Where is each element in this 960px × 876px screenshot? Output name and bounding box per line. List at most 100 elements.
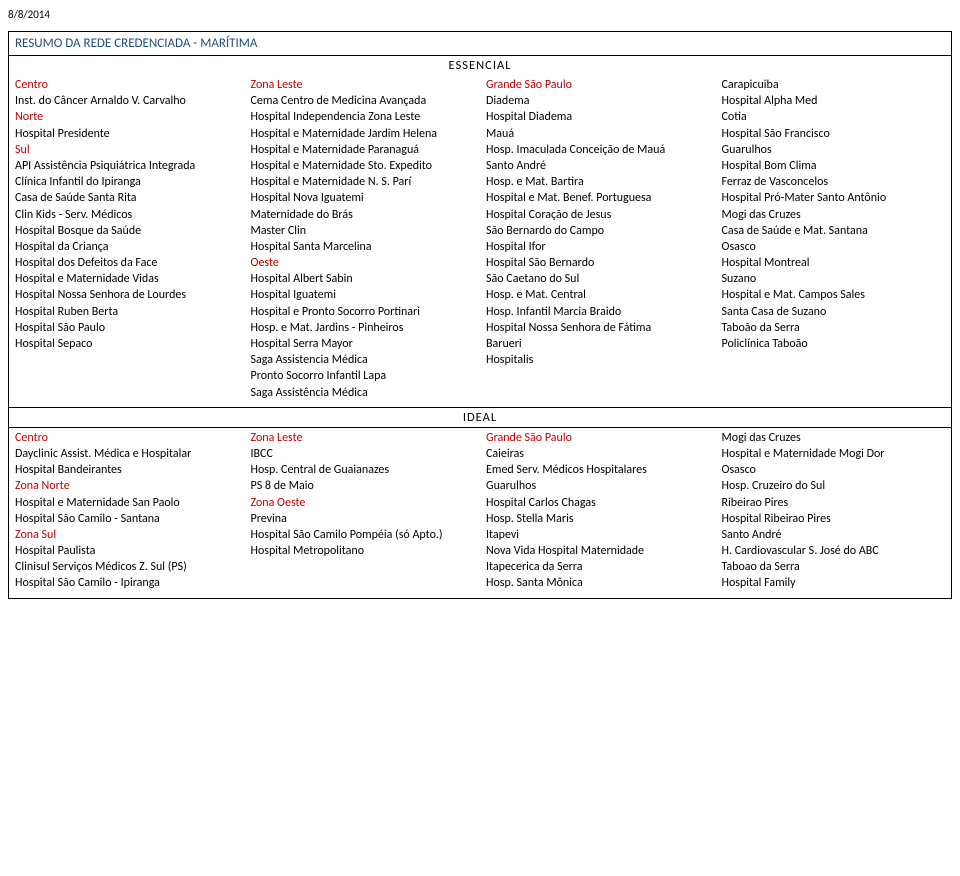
list-item: São Caetano do Sul bbox=[486, 271, 710, 287]
list-item: Hospital Sepaco bbox=[15, 336, 239, 352]
section-ideal-label: IDEAL bbox=[9, 407, 951, 428]
document-date: 8/8/2014 bbox=[8, 8, 952, 21]
list-item: Hospital Ribeirao Pires bbox=[722, 511, 946, 527]
list-item: Hosp. Santa Mônica bbox=[486, 575, 710, 591]
list-item: Hospital Carlos Chagas bbox=[486, 495, 710, 511]
list-item: Hospital Diadema bbox=[486, 109, 710, 125]
list-item: Previna bbox=[251, 511, 475, 527]
main-container: RESUMO DA REDE CREDENCIADA - MARÍTIMA ES… bbox=[8, 31, 952, 599]
column: CentroDayclinic Assist. Médica e Hospita… bbox=[9, 428, 245, 598]
list-item: Hospital Nossa Senhora de Fátima bbox=[486, 320, 710, 336]
list-item: Clin Kids - Serv. Médicos bbox=[15, 207, 239, 223]
list-item: Hospital Nossa Senhora de Lourdes bbox=[15, 287, 239, 303]
list-item: Hospital dos Defeitos da Face bbox=[15, 255, 239, 271]
list-item: Casa de Saúde Santa Rita bbox=[15, 190, 239, 206]
list-item: Cema Centro de Medicina Avançada bbox=[251, 93, 475, 109]
list-item: Hosp. Imaculada Conceição de Mauá bbox=[486, 142, 710, 158]
list-item: Hospitalis bbox=[486, 352, 710, 368]
list-item: Hospital Presidente bbox=[15, 126, 239, 142]
list-item: Hospital Bosque da Saúde bbox=[15, 223, 239, 239]
list-item: Diadema bbox=[486, 93, 710, 109]
list-item: Cotia bbox=[722, 109, 946, 125]
list-item: Hospital Montreal bbox=[722, 255, 946, 271]
list-item: Hospital e Maternidade N. S. Parí bbox=[251, 174, 475, 190]
list-item: Santo André bbox=[486, 158, 710, 174]
list-item: Saga Assistência Médica bbox=[251, 385, 475, 401]
list-item: Policlínica Taboão bbox=[722, 336, 946, 352]
list-item: Clínica Infantil do Ipiranga bbox=[15, 174, 239, 190]
list-item: Zona Oeste bbox=[251, 495, 475, 511]
list-item: Hospital e Mat. Campos Sales bbox=[722, 287, 946, 303]
list-item: PS 8 de Maio bbox=[251, 478, 475, 494]
list-item: Guarulhos bbox=[486, 478, 710, 494]
column: Mogi das CruzesHospital e Maternidade Mo… bbox=[716, 428, 952, 598]
list-item: Zona Leste bbox=[251, 430, 475, 446]
list-item: São Bernardo do Campo bbox=[486, 223, 710, 239]
column: CarapicuibaHospital Alpha MedCotia Hospit… bbox=[716, 75, 952, 407]
list-item: Nova Vida Hospital Maternidade bbox=[486, 543, 710, 559]
list-item: Pronto Socorro Infantil Lapa bbox=[251, 368, 475, 384]
list-item: Hospital e Maternidade Vidas bbox=[15, 271, 239, 287]
list-item: Hospital Iguatemi bbox=[251, 287, 475, 303]
ideal-columns: CentroDayclinic Assist. Médica e Hospita… bbox=[9, 428, 951, 598]
list-item: Casa de Saúde e Mat. Santana bbox=[722, 223, 946, 239]
list-item: Hospital e Pronto Socorro Portinari bbox=[251, 304, 475, 320]
list-item: Saga Assistencia Médica bbox=[251, 352, 475, 368]
list-item: Hospital Albert Sabin bbox=[251, 271, 475, 287]
list-item: Hospital Independencia Zona Leste bbox=[251, 109, 475, 125]
column: CentroInst. do Câncer Arnaldo V. Carvalh… bbox=[9, 75, 245, 407]
list-item: Hospital São Paulo bbox=[15, 320, 239, 336]
document-title: RESUMO DA REDE CREDENCIADA - MARÍTIMA bbox=[9, 32, 951, 56]
list-item: Zona Leste bbox=[251, 77, 475, 93]
list-item: Hosp. Infantil Marcia Braido bbox=[486, 304, 710, 320]
list-item: Hospital Santa Marcelina bbox=[251, 239, 475, 255]
list-item: Mogi das Cruzes bbox=[722, 430, 946, 446]
list-item: Hospital Bom Clima bbox=[722, 158, 946, 174]
list-item: Hospital Coração de Jesus bbox=[486, 207, 710, 223]
list-item: Hospital Nova Iguatemi bbox=[251, 190, 475, 206]
list-item: Grande São Paulo bbox=[486, 430, 710, 446]
list-item: API Assistência Psiquiátrica Integrada bbox=[15, 158, 239, 174]
list-item: Hosp. e Mat. Bartira bbox=[486, 174, 710, 190]
list-item: Mogi das Cruzes bbox=[722, 207, 946, 223]
list-item: Centro bbox=[15, 430, 239, 446]
list-item: Inst. do Câncer Arnaldo V. Carvalho bbox=[15, 93, 239, 109]
list-item: Hosp. Stella Maris bbox=[486, 511, 710, 527]
list-item: Zona Sul bbox=[15, 527, 239, 543]
list-item: Hospital da Criança bbox=[15, 239, 239, 255]
list-item: Suzano bbox=[722, 271, 946, 287]
list-item: Ribeirao Pires bbox=[722, 495, 946, 511]
list-item: Grande São Paulo bbox=[486, 77, 710, 93]
list-item: Zona Norte bbox=[15, 478, 239, 494]
list-item: Taboão da Serra bbox=[722, 320, 946, 336]
column: Zona LesteCema Centro de Medicina Avança… bbox=[245, 75, 481, 407]
list-item: Hospital Ifor bbox=[486, 239, 710, 255]
list-item: Caieiras bbox=[486, 446, 710, 462]
list-item: Hospital e Maternidade Sto. Expedito bbox=[251, 158, 475, 174]
list-item: Emed Serv. Médicos Hospitalares bbox=[486, 462, 710, 478]
list-item: Ferraz de Vasconcelos bbox=[722, 174, 946, 190]
list-item: Hosp. e Mat. Central bbox=[486, 287, 710, 303]
list-item: Hospital e Mat. Benef. Portuguesa bbox=[486, 190, 710, 206]
list-item: Maternidade do Brás bbox=[251, 207, 475, 223]
list-item: Hospital Alpha Med bbox=[722, 93, 946, 109]
list-item: Clinisul Serviços Médicos Z. Sul (PS) bbox=[15, 559, 239, 575]
list-item: Hosp. e Mat. Jardins - Pinheiros bbox=[251, 320, 475, 336]
list-item: Carapicuiba bbox=[722, 77, 946, 93]
list-item: Hospital Paulista bbox=[15, 543, 239, 559]
list-item: Hospital São Camilo - Ipiranga bbox=[15, 575, 239, 591]
list-item: H. Cardiovascular S. José do ABC bbox=[722, 543, 946, 559]
list-item: Hospital Bandeirantes bbox=[15, 462, 239, 478]
essencial-columns: CentroInst. do Câncer Arnaldo V. Carvalh… bbox=[9, 75, 951, 407]
column: Zona LesteIBCCHosp. Central de Guaianaze… bbox=[245, 428, 481, 598]
list-item: Itapevi bbox=[486, 527, 710, 543]
list-item: Osasco bbox=[722, 462, 946, 478]
list-item: Santo André bbox=[722, 527, 946, 543]
list-item: Centro bbox=[15, 77, 239, 93]
list-item: Mauá bbox=[486, 126, 710, 142]
list-item: Hospital e Maternidade Paranaguá bbox=[251, 142, 475, 158]
list-item: Barueri bbox=[486, 336, 710, 352]
list-item: Hosp. Cruzeiro do Sul bbox=[722, 478, 946, 494]
list-item: Santa Casa de Suzano bbox=[722, 304, 946, 320]
list-item: Dayclinic Assist. Médica e Hospitalar bbox=[15, 446, 239, 462]
